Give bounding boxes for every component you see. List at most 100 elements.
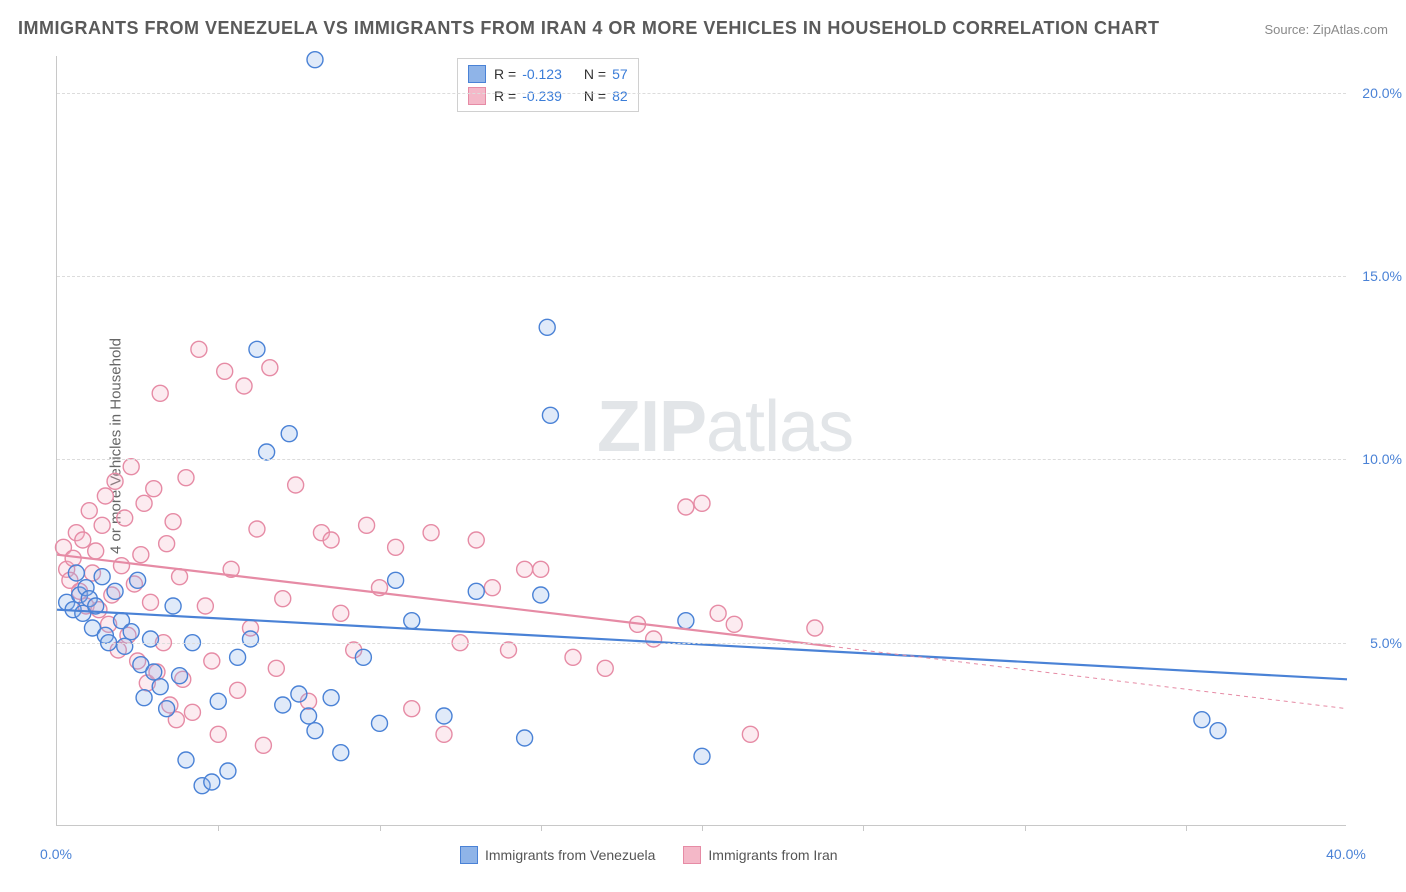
n-label: N = xyxy=(584,66,606,82)
source-label: Source: xyxy=(1264,22,1312,37)
legend-label-venezuela: Immigrants from Venezuela xyxy=(485,847,655,863)
scatter-point xyxy=(178,470,194,486)
scatter-point xyxy=(165,514,181,530)
scatter-point xyxy=(159,536,175,552)
swatch-venezuela xyxy=(460,846,478,864)
scatter-point xyxy=(468,532,484,548)
scatter-point xyxy=(165,598,181,614)
source-name: ZipAtlas.com xyxy=(1313,22,1388,37)
swatch-iran xyxy=(468,87,486,105)
legend-row-iran: R = -0.239 N = 82 xyxy=(468,85,628,107)
scatter-point xyxy=(230,682,246,698)
y-tick-label: 5.0% xyxy=(1352,635,1402,651)
scatter-point xyxy=(210,726,226,742)
gridline xyxy=(57,459,1346,460)
scatter-point xyxy=(678,499,694,515)
scatter-point xyxy=(542,407,558,423)
scatter-point xyxy=(646,631,662,647)
y-tick-label: 10.0% xyxy=(1352,451,1402,467)
scatter-point xyxy=(159,701,175,717)
scatter-point xyxy=(436,726,452,742)
plot-area: ZIPatlas R = -0.123 N = 57 R = -0.239 N … xyxy=(56,56,1346,826)
scatter-point xyxy=(501,642,517,658)
scatter-point xyxy=(178,752,194,768)
scatter-point xyxy=(436,708,452,724)
scatter-point xyxy=(404,613,420,629)
scatter-point xyxy=(275,697,291,713)
x-tick xyxy=(218,825,219,831)
scatter-point xyxy=(275,591,291,607)
scatter-point xyxy=(539,319,555,335)
scatter-point xyxy=(323,690,339,706)
scatter-point xyxy=(1194,712,1210,728)
scatter-point xyxy=(268,660,284,676)
scatter-point xyxy=(117,510,133,526)
scatter-point xyxy=(97,488,113,504)
scatter-point xyxy=(726,616,742,632)
scatter-point xyxy=(359,517,375,533)
scatter-point xyxy=(117,638,133,654)
scatter-point xyxy=(230,649,246,665)
scatter-point xyxy=(114,558,130,574)
scatter-point xyxy=(333,745,349,761)
scatter-point xyxy=(81,503,97,519)
scatter-point xyxy=(210,693,226,709)
scatter-point xyxy=(88,543,104,559)
scatter-point xyxy=(388,572,404,588)
header-bar: IMMIGRANTS FROM VENEZUELA VS IMMIGRANTS … xyxy=(18,18,1388,39)
scatter-point xyxy=(1210,723,1226,739)
r-value-venezuela: -0.123 xyxy=(522,66,562,82)
y-tick-label: 20.0% xyxy=(1352,85,1402,101)
scatter-point xyxy=(191,341,207,357)
scatter-point xyxy=(533,587,549,603)
x-tick-0: 0.0% xyxy=(40,846,72,862)
plot-svg xyxy=(57,56,1346,825)
legend-row-venezuela: R = -0.123 N = 57 xyxy=(468,63,628,85)
scatter-point xyxy=(94,517,110,533)
scatter-point xyxy=(404,701,420,717)
series-legend: Immigrants from Venezuela Immigrants fro… xyxy=(460,846,838,864)
r-label: R = xyxy=(494,88,516,104)
correlation-legend: R = -0.123 N = 57 R = -0.239 N = 82 xyxy=(457,58,639,112)
scatter-point xyxy=(172,668,188,684)
scatter-point xyxy=(281,426,297,442)
scatter-point xyxy=(517,561,533,577)
scatter-point xyxy=(372,715,388,731)
n-value-iran: 82 xyxy=(612,88,628,104)
scatter-point xyxy=(533,561,549,577)
r-n-iran: R = -0.239 N = 82 xyxy=(494,88,628,104)
scatter-point xyxy=(75,532,91,548)
scatter-point xyxy=(288,477,304,493)
x-tick xyxy=(702,825,703,831)
scatter-point xyxy=(133,547,149,563)
r-value-iran: -0.239 xyxy=(522,88,562,104)
scatter-point xyxy=(184,704,200,720)
r-n-venezuela: R = -0.123 N = 57 xyxy=(494,66,628,82)
legend-item-venezuela: Immigrants from Venezuela xyxy=(460,846,655,864)
scatter-point xyxy=(423,525,439,541)
scatter-point xyxy=(355,649,371,665)
scatter-point xyxy=(143,631,159,647)
scatter-point xyxy=(807,620,823,636)
scatter-point xyxy=(323,532,339,548)
chart-title: IMMIGRANTS FROM VENEZUELA VS IMMIGRANTS … xyxy=(18,18,1160,39)
scatter-point xyxy=(259,444,275,460)
x-tick xyxy=(1186,825,1187,831)
scatter-point xyxy=(172,569,188,585)
scatter-point xyxy=(249,341,265,357)
scatter-point xyxy=(68,565,84,581)
legend-item-iran: Immigrants from Iran xyxy=(683,846,837,864)
x-tick xyxy=(541,825,542,831)
scatter-point xyxy=(130,572,146,588)
scatter-point xyxy=(136,495,152,511)
scatter-point xyxy=(243,631,259,647)
scatter-point xyxy=(217,363,233,379)
gridline xyxy=(57,93,1346,94)
legend-label-iran: Immigrants from Iran xyxy=(708,847,837,863)
source-attribution: Source: ZipAtlas.com xyxy=(1264,22,1388,37)
scatter-point xyxy=(107,583,123,599)
scatter-point xyxy=(597,660,613,676)
scatter-point xyxy=(136,690,152,706)
scatter-point xyxy=(484,580,500,596)
scatter-point xyxy=(333,605,349,621)
